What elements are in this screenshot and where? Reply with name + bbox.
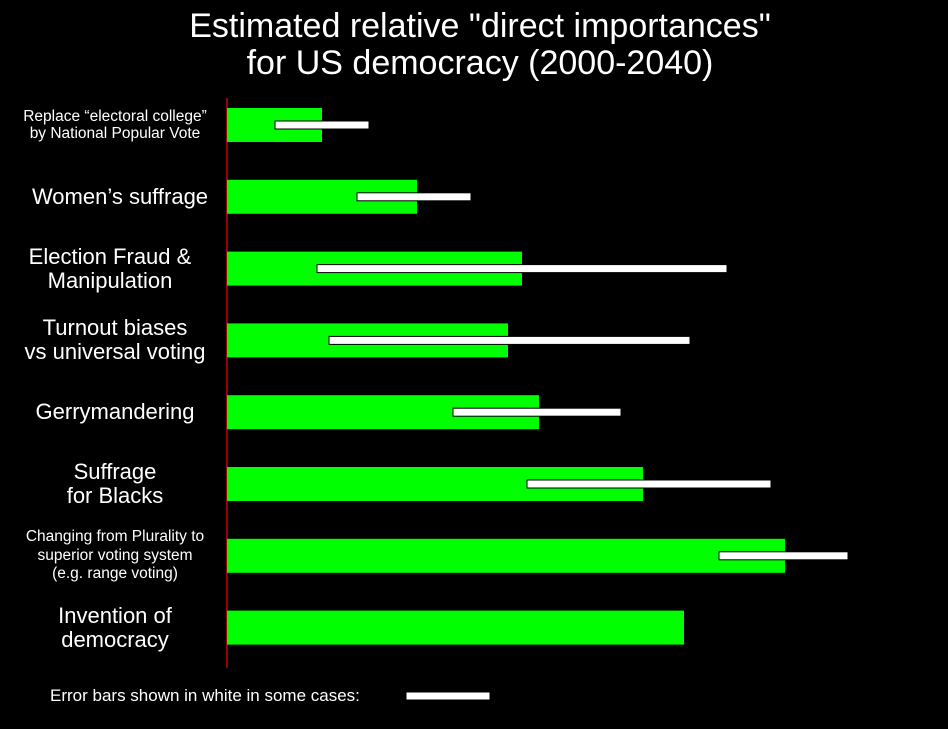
bar-7 — [227, 538, 785, 573]
chart-title-line-2: for US democracy (2000-2040) — [246, 44, 714, 82]
error-bar-2 — [356, 192, 472, 202]
error-bar-6 — [526, 479, 772, 489]
legend-text: Error bars shown in white in some cases: — [50, 686, 360, 705]
legend-error-bar-sample — [405, 691, 491, 701]
error-bar-5 — [452, 407, 622, 417]
error-bar-3 — [316, 264, 728, 274]
category-label-6: Suffrage for Blacks — [66, 459, 164, 508]
error-bar-4 — [328, 335, 691, 345]
bar-8 — [227, 610, 684, 645]
error-bar-1 — [274, 120, 370, 130]
error-bar-7 — [718, 551, 849, 561]
category-label-7: Changing from Plurality to superior voti… — [25, 528, 205, 583]
category-label-5: Gerrymandering — [35, 399, 195, 425]
category-label-3: Election Fraud & Manipulation — [28, 243, 192, 293]
category-label-1: Replace “electoral college” by National … — [23, 108, 207, 142]
category-label-8: Invention of democracy — [58, 602, 172, 652]
chart-title-line-1: Estimated relative "direct importances" — [189, 7, 771, 45]
category-label-4: Turnout biases vs universal voting — [24, 315, 206, 365]
category-label-2: Women’s suffrage — [31, 183, 209, 209]
